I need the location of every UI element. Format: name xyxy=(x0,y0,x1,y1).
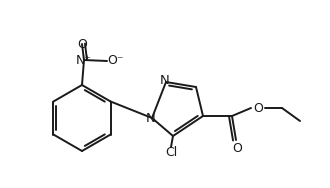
Text: N: N xyxy=(146,112,156,126)
Text: Cl: Cl xyxy=(165,146,177,158)
Text: O: O xyxy=(253,102,263,114)
Text: N⁺: N⁺ xyxy=(76,54,92,67)
Text: O⁻: O⁻ xyxy=(108,55,124,67)
Text: N: N xyxy=(160,74,170,87)
Text: O: O xyxy=(77,37,87,51)
Text: O: O xyxy=(232,143,242,155)
